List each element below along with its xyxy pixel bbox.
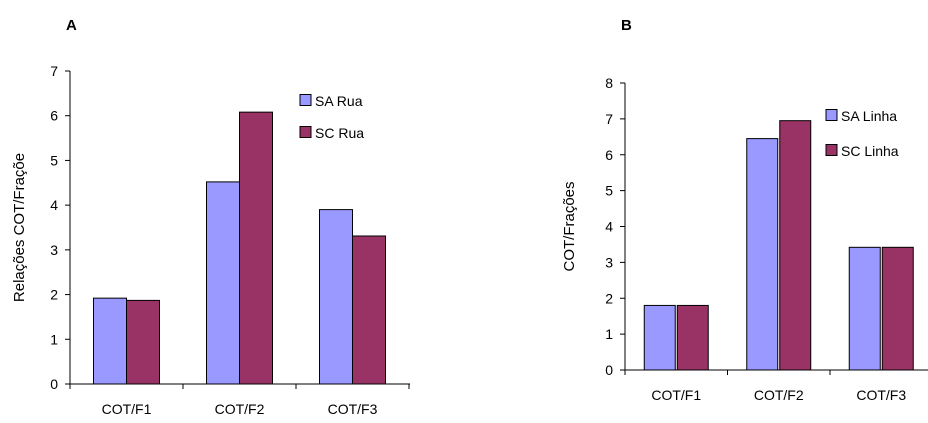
bar bbox=[93, 297, 127, 385]
legend-swatch bbox=[825, 109, 838, 121]
bar bbox=[881, 246, 914, 371]
bar bbox=[848, 246, 881, 371]
y-tick-label: 5 bbox=[50, 152, 58, 168]
y-tick-label: 2 bbox=[605, 290, 613, 306]
x-tick-label: COT/F2 bbox=[215, 401, 265, 417]
x-tick-label: COT/F3 bbox=[328, 401, 378, 417]
y-tick-label: 6 bbox=[50, 108, 58, 124]
panel-letter: A bbox=[66, 17, 77, 34]
x-tick-label: COT/F3 bbox=[856, 387, 906, 403]
panel-letter: B bbox=[621, 17, 632, 34]
legend-swatch bbox=[299, 94, 312, 106]
y-tick-label: 7 bbox=[50, 63, 58, 79]
bar bbox=[746, 138, 779, 371]
bar bbox=[643, 304, 676, 371]
y-tick-label: 0 bbox=[50, 376, 58, 392]
y-tick-label: 5 bbox=[605, 183, 613, 199]
bar bbox=[676, 304, 709, 371]
bar bbox=[206, 181, 240, 385]
y-tick-label: 6 bbox=[605, 147, 613, 163]
y-tick-label: 3 bbox=[50, 242, 58, 258]
y-axis-title: Relações COT/Fraçõe bbox=[11, 153, 28, 302]
y-tick-label: 7 bbox=[605, 111, 613, 127]
legend-swatch bbox=[299, 126, 312, 138]
y-tick-label: 3 bbox=[605, 254, 613, 270]
panel-a: A 0 1 2 3 4 5 6 7 Relações COT/Fraçõe COT/F1 COT/F2… bbox=[11, 17, 410, 417]
x-tick-label: COT/F1 bbox=[102, 401, 152, 417]
y-tick-label: 4 bbox=[50, 197, 58, 213]
legend-swatch bbox=[825, 144, 838, 156]
x-tick-label: COT/F1 bbox=[651, 387, 701, 403]
y-tick-label: 1 bbox=[605, 326, 613, 342]
y-tick-label: 8 bbox=[605, 75, 613, 91]
legend-label: SC Rua bbox=[315, 125, 364, 141]
y-axis-title: COT/Frações bbox=[561, 181, 578, 271]
y-tick-label: 1 bbox=[50, 331, 58, 347]
panel-b: B 0 1 2 3 4 5 6 7 8 COT/Frações COT/F1 COT/F2 COT/F3 S… bbox=[561, 17, 928, 403]
y-tick-label: 4 bbox=[605, 219, 613, 235]
y-tick-label: 2 bbox=[50, 287, 58, 303]
x-tick-label: COT/F2 bbox=[754, 387, 804, 403]
legend-label: SC Linha bbox=[841, 143, 899, 159]
legend-label: SA Linha bbox=[841, 108, 897, 124]
legend-label: SA Rua bbox=[315, 93, 363, 109]
bar bbox=[779, 120, 812, 371]
bar bbox=[239, 111, 273, 385]
bar bbox=[126, 299, 160, 385]
y-tick-label: 0 bbox=[605, 362, 613, 378]
bar bbox=[319, 209, 353, 385]
bar bbox=[352, 235, 386, 385]
